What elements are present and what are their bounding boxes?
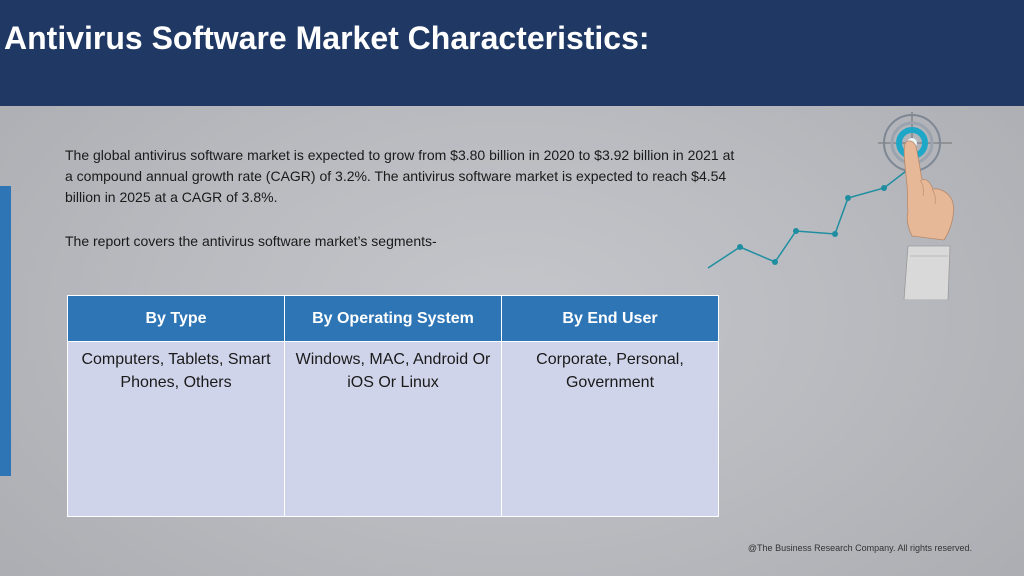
header-by-end-user: By End User — [501, 295, 719, 342]
copyright-footer: @The Business Research Company. All righ… — [747, 543, 972, 553]
cell-end-users: Corporate, Personal, Government — [501, 341, 719, 517]
slide-title: Antivirus Software Market Characteristic… — [4, 20, 650, 56]
header-by-operating-system: By Operating System — [284, 295, 502, 342]
segments-intro-paragraph: The report covers the antivirus software… — [65, 233, 437, 249]
shirt-sleeve — [903, 245, 951, 300]
growth-line-points — [737, 185, 887, 265]
cell-types: Computers, Tablets, Smart Phones, Others — [67, 341, 285, 517]
market-summary-paragraph: The global antivirus software market is … — [65, 147, 735, 205]
table-header-row: By Type By Operating System By End User — [67, 295, 719, 342]
left-accent-bar — [0, 186, 11, 476]
header-bar: Antivirus Software Market Characteristic… — [0, 0, 1024, 106]
header-by-type: By Type — [67, 295, 285, 342]
segments-table: By Type By Operating System By End User … — [67, 295, 719, 517]
finger-touching-target-growth-chart-icon — [707, 112, 954, 300]
pointing-finger — [903, 140, 954, 241]
cell-operating-systems: Windows, MAC, Android Or iOS Or Linux — [284, 341, 502, 517]
growth-line — [707, 167, 911, 269]
table-row: Computers, Tablets, Smart Phones, Others… — [67, 341, 719, 517]
